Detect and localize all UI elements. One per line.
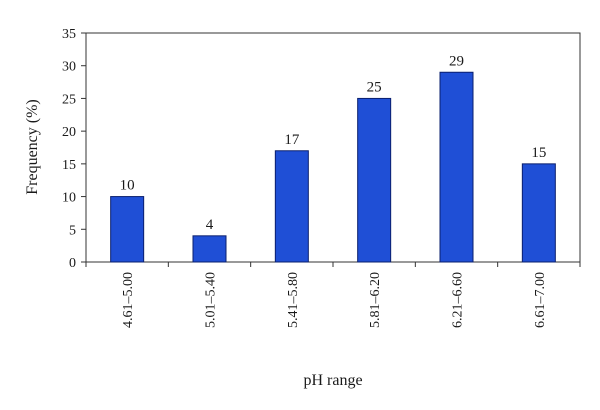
y-tick-label: 0	[69, 256, 76, 271]
bar-value-label: 17	[284, 132, 300, 148]
y-tick-label: 25	[62, 92, 76, 107]
x-tick-label: 5.01–5.40	[204, 272, 219, 328]
x-tick-label: 4.61–5.00	[121, 272, 136, 328]
y-tick-label: 20	[62, 125, 76, 140]
bars-group	[110, 71, 556, 263]
x-tick-label: 5.81–6.20	[368, 272, 383, 328]
bar-value-label: 15	[531, 145, 546, 161]
x-axis-title: pH range	[303, 372, 362, 389]
bar	[192, 235, 227, 263]
y-tick-label: 5	[69, 223, 76, 238]
y-tick-label: 15	[62, 158, 76, 173]
bar	[110, 196, 145, 263]
bar-value-label: 25	[367, 79, 382, 95]
y-axis-title: Frequency (%)	[24, 99, 41, 195]
x-axis-ticks: 4.61–5.00 5.01–5.40 5.41–5.80 5.81–6.20 6.21…	[85, 262, 581, 328]
bar	[274, 150, 309, 263]
y-tick-label: 30	[62, 60, 76, 75]
x-tick-label: 6.21–6.60	[451, 272, 466, 328]
bar-value-label: 4	[206, 217, 214, 233]
plot-frame	[85, 32, 581, 263]
bar	[357, 97, 392, 263]
x-tick-label: 6.61–7.00	[533, 272, 548, 328]
data-labels-group: 10 4 17 25 29 15	[120, 53, 547, 233]
bar-value-label: 29	[449, 53, 464, 69]
y-tick-label: 35	[62, 27, 76, 42]
y-axis-ticks: 0 5 10 15 20 25 30 35	[62, 27, 86, 271]
x-tick-label: 5.41–5.80	[286, 272, 301, 328]
y-tick-label: 10	[62, 191, 76, 206]
bar	[439, 71, 474, 263]
bar-value-label: 10	[120, 178, 135, 194]
bar	[521, 163, 556, 263]
